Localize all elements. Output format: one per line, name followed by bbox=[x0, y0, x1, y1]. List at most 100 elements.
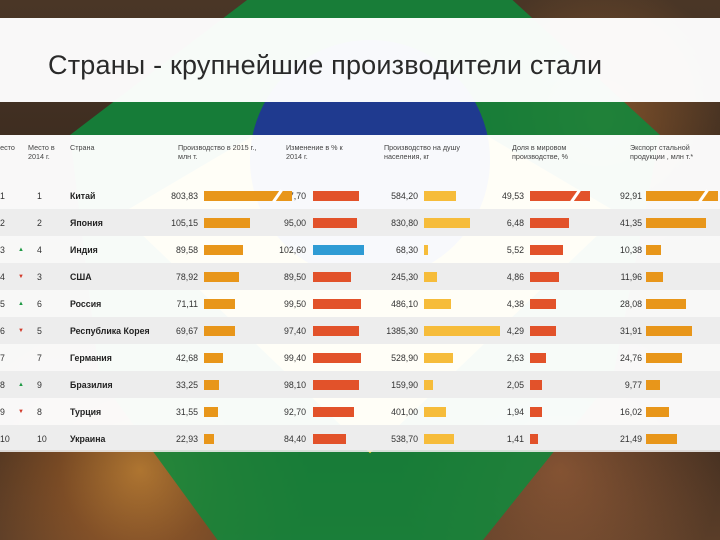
export-value: 10,38 bbox=[619, 245, 642, 255]
rank-2015-cell: 7 bbox=[0, 353, 5, 363]
change-value: 102,60 bbox=[279, 245, 306, 255]
per-capita-bar bbox=[424, 218, 470, 228]
per-capita-bar bbox=[424, 407, 446, 417]
rank-2014-cell: 6 bbox=[37, 299, 42, 309]
export-bar bbox=[646, 189, 718, 203]
production-bar bbox=[204, 380, 219, 390]
table-row: 4 ▼ 3 США 78,92 89,50 245,30 4,86 11,96 bbox=[0, 263, 720, 290]
per-capita-value: 401,00 bbox=[391, 407, 418, 417]
rank-2015-cell: 9 bbox=[0, 407, 5, 417]
rank-change-icon: ▲ bbox=[18, 247, 24, 253]
change-value: 97,40 bbox=[283, 326, 306, 336]
per-capita-bar bbox=[424, 272, 438, 282]
table-row: 6 ▼ 5 Республика Корея 69,67 97,40 1385,30 4,29… bbox=[0, 317, 720, 344]
bar-break-mark bbox=[570, 189, 581, 203]
share-value: 2,63 bbox=[506, 353, 524, 363]
per-capita-bar bbox=[424, 245, 428, 255]
per-capita-bar bbox=[424, 299, 451, 309]
country-cell: Турция bbox=[70, 407, 102, 417]
header-rank2015: Место bbox=[0, 143, 15, 152]
per-capita-value: 830,80 bbox=[391, 218, 418, 228]
change-bar bbox=[313, 299, 361, 309]
export-value: 31,91 bbox=[619, 326, 642, 336]
export-bar bbox=[646, 299, 687, 309]
rank-2014-cell: 3 bbox=[37, 272, 42, 282]
rank-2015-cell: 10 bbox=[0, 434, 10, 444]
per-capita-bar bbox=[424, 380, 433, 390]
country-cell: Россия bbox=[70, 299, 102, 309]
bar-break-mark bbox=[698, 189, 709, 203]
per-capita-value: 245,30 bbox=[391, 272, 418, 282]
production-value: 22,93 bbox=[175, 434, 198, 444]
table-row: 1 1 Китай 803,83 97,70 584,20 49,53 92,91 bbox=[0, 182, 720, 209]
country-cell: Украина bbox=[70, 434, 106, 444]
per-capita-bar bbox=[424, 191, 457, 201]
per-capita-value: 528,90 bbox=[391, 353, 418, 363]
production-bar bbox=[204, 245, 244, 255]
export-value: 28,08 bbox=[619, 299, 642, 309]
production-bar bbox=[204, 407, 218, 417]
share-value: 2,05 bbox=[506, 380, 524, 390]
production-bar bbox=[204, 272, 239, 282]
change-value: 92,70 bbox=[283, 407, 306, 417]
share-value: 1,41 bbox=[506, 434, 524, 444]
export-bar bbox=[646, 272, 664, 282]
export-bar bbox=[646, 218, 706, 228]
share-bar bbox=[530, 272, 560, 282]
change-bar bbox=[313, 407, 355, 417]
change-bar bbox=[313, 272, 352, 282]
production-bar bbox=[204, 299, 236, 309]
slide-title: Страны - крупнейшие производители стали bbox=[48, 50, 603, 80]
rank-2014-cell: 2 bbox=[37, 218, 42, 228]
production-value: 803,83 bbox=[171, 191, 198, 201]
production-bar bbox=[204, 434, 215, 444]
export-bar bbox=[646, 353, 682, 363]
country-cell: Индия bbox=[70, 245, 98, 255]
production-bar bbox=[204, 218, 251, 228]
rank-change-icon: ▼ bbox=[18, 328, 24, 334]
header-share: Доля в мировом производстве, % bbox=[512, 143, 568, 161]
export-bar bbox=[646, 326, 692, 336]
table-row: 2 2 Япония 105,15 95,00 830,80 6,48 41,35 bbox=[0, 209, 720, 236]
steel-producers-table: Место Место в 2014 г. Страна Производств… bbox=[0, 135, 720, 452]
per-capita-value: 159,90 bbox=[391, 380, 418, 390]
header-export: Экспорт стальной продукции , млн т.* bbox=[630, 143, 694, 161]
export-value: 24,76 bbox=[619, 353, 642, 363]
rank-2015-cell: 1 bbox=[0, 191, 5, 201]
export-bar bbox=[646, 407, 670, 417]
production-bar bbox=[204, 326, 235, 336]
change-value: 84,40 bbox=[283, 434, 306, 444]
change-bar bbox=[313, 326, 359, 336]
share-value: 4,29 bbox=[506, 326, 524, 336]
rank-2015-cell: 6 bbox=[0, 326, 5, 336]
share-bar bbox=[530, 299, 557, 309]
bar-break-mark bbox=[272, 189, 283, 203]
change-bar bbox=[313, 245, 364, 255]
header-country: Страна bbox=[70, 143, 95, 152]
rank-2014-cell: 10 bbox=[37, 434, 47, 444]
change-value: 97,70 bbox=[283, 191, 306, 201]
change-value: 98,10 bbox=[283, 380, 306, 390]
rank-2015-cell: 4 bbox=[0, 272, 5, 282]
per-capita-bar bbox=[424, 353, 454, 363]
per-capita-value: 68,30 bbox=[395, 245, 418, 255]
table-row: 10 10 Украина 22,93 84,40 538,70 1,41 21,49 bbox=[0, 425, 720, 452]
production-value: 69,67 bbox=[175, 326, 198, 336]
rank-2014-cell: 8 bbox=[37, 407, 42, 417]
change-bar bbox=[313, 380, 360, 390]
export-value: 9,77 bbox=[624, 380, 642, 390]
per-capita-value: 584,20 bbox=[391, 191, 418, 201]
rank-2015-cell: 8 bbox=[0, 380, 5, 390]
production-value: 33,25 bbox=[175, 380, 198, 390]
rank-2014-cell: 1 bbox=[37, 191, 42, 201]
per-capita-bar bbox=[424, 326, 500, 336]
rank-change-icon: ▲ bbox=[18, 382, 24, 388]
share-bar bbox=[530, 218, 569, 228]
per-capita-value: 538,70 bbox=[391, 434, 418, 444]
title-bar bbox=[0, 18, 720, 102]
change-value: 99,40 bbox=[283, 353, 306, 363]
export-bar bbox=[646, 245, 661, 255]
country-cell: США bbox=[70, 272, 92, 282]
share-value: 4,86 bbox=[506, 272, 524, 282]
production-bar bbox=[204, 189, 292, 203]
